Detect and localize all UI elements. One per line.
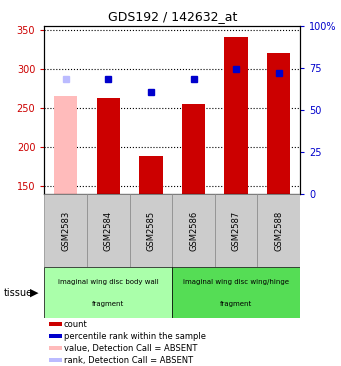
Bar: [54, 96, 77, 194]
Bar: [49, 358, 62, 362]
Text: GSM2587: GSM2587: [232, 210, 241, 251]
Bar: [139, 156, 163, 194]
Text: value, Detection Call = ABSENT: value, Detection Call = ABSENT: [64, 344, 197, 353]
Bar: [215, 194, 257, 267]
Text: tissue: tissue: [3, 288, 32, 298]
Bar: [224, 37, 248, 194]
Text: GSM2586: GSM2586: [189, 210, 198, 251]
Text: count: count: [64, 320, 88, 329]
Bar: [257, 194, 300, 267]
Text: GSM2584: GSM2584: [104, 210, 113, 251]
Text: imaginal wing disc body wall: imaginal wing disc body wall: [58, 279, 159, 284]
Bar: [49, 322, 62, 326]
Text: fragment: fragment: [220, 301, 252, 307]
Text: rank, Detection Call = ABSENT: rank, Detection Call = ABSENT: [64, 355, 193, 365]
Text: GSM2588: GSM2588: [274, 210, 283, 251]
Text: fragment: fragment: [92, 301, 124, 307]
Text: percentile rank within the sample: percentile rank within the sample: [64, 332, 206, 341]
Text: ▶: ▶: [30, 288, 38, 298]
Title: GDS192 / 142632_at: GDS192 / 142632_at: [107, 10, 237, 23]
Bar: [44, 194, 87, 267]
Text: GSM2583: GSM2583: [61, 210, 70, 251]
Bar: [172, 194, 215, 267]
Bar: [49, 346, 62, 350]
Bar: [97, 98, 120, 194]
Bar: [130, 194, 172, 267]
Bar: [49, 335, 62, 338]
Bar: [172, 267, 300, 318]
Bar: [44, 267, 172, 318]
Bar: [87, 194, 130, 267]
Text: imaginal wing disc wing/hinge: imaginal wing disc wing/hinge: [183, 279, 289, 284]
Text: GSM2585: GSM2585: [146, 210, 155, 251]
Bar: [267, 53, 291, 194]
Bar: [182, 104, 205, 194]
